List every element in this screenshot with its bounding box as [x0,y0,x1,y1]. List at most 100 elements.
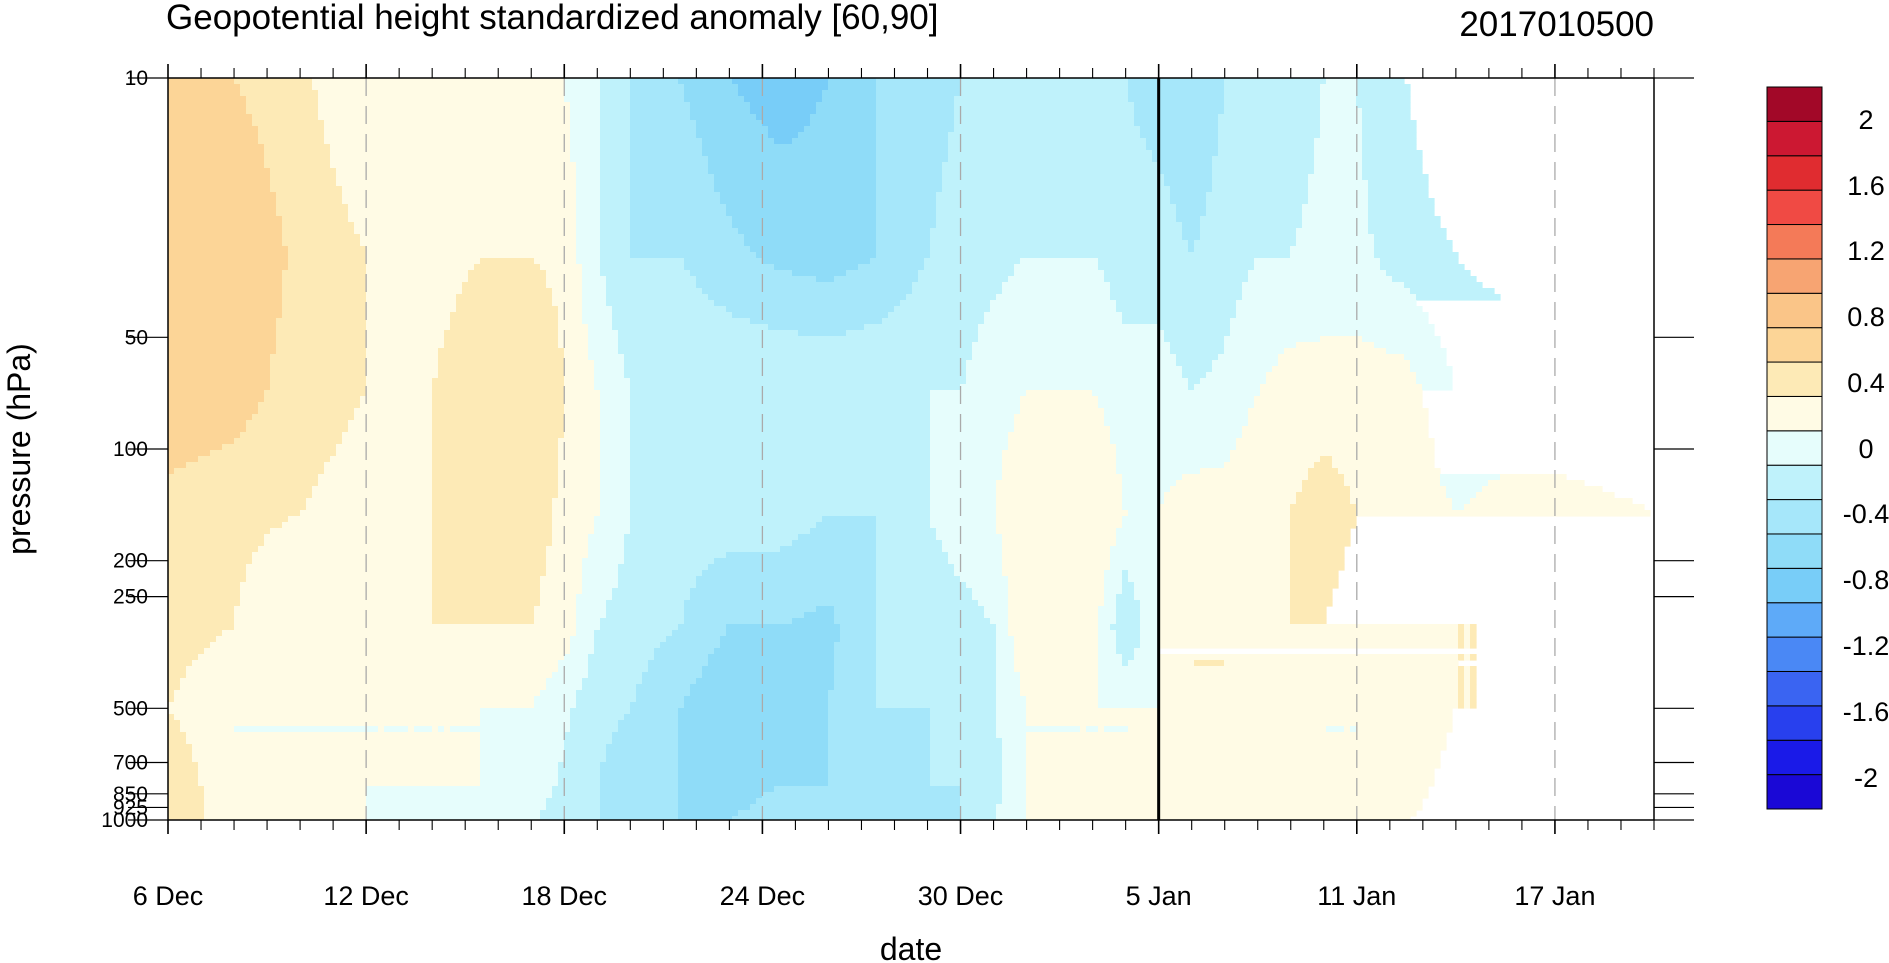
anomaly-cell [168,690,175,697]
anomaly-cell [1194,240,1297,247]
anomaly-cell [846,270,919,277]
anomaly-cell [1368,204,1435,211]
anomaly-cell [720,192,877,199]
anomaly-cell [282,312,367,319]
anomaly-cell [366,336,445,343]
anomaly-cell [234,78,313,85]
anomaly-cell [1458,630,1465,637]
anomaly-cell [1098,684,1159,691]
anomaly-cell [930,228,1183,235]
anomaly-cell [678,78,733,85]
anomaly-cell [600,792,679,799]
anomaly-cell [1458,666,1465,673]
anomaly-cell [876,174,943,181]
anomaly-cell [1122,654,1135,661]
anomaly-cell [174,468,325,475]
anomaly-cell [1362,132,1417,139]
chart-date-stamp: 2017010500 [1459,5,1654,44]
anomaly-cell [1458,624,1465,631]
anomaly-cell [1158,534,1291,541]
anomaly-cell [1236,444,1435,451]
anomaly-cell [1026,738,1447,745]
anomaly-cell [576,258,601,265]
anomaly-cell [168,576,247,583]
anomaly-cell [432,486,559,493]
anomaly-cell [468,270,547,277]
anomaly-cell [660,642,721,649]
anomaly-cell [732,816,961,820]
anomaly-cell [1002,540,1117,547]
anomaly-cell [1128,84,1225,91]
anomaly-cell [1026,708,1453,715]
anomaly-cell [1098,636,1117,643]
anomaly-cell [1290,540,1351,547]
anomaly-cell [1410,366,1453,373]
anomaly-cell [876,582,967,589]
anomaly-cell [282,522,433,529]
anomaly-cell [552,792,601,799]
y-tick-label: 50 [125,326,148,349]
anomaly-cell [1026,786,1429,793]
anomaly-cell [600,450,631,457]
anomaly-cell [1086,726,1099,733]
anomaly-cell [1158,636,1459,643]
anomaly-cell [834,684,877,691]
anomaly-cell [1350,492,1447,499]
anomaly-cell [954,126,1141,133]
anomaly-cell [624,372,967,379]
anomaly-cell [876,96,955,103]
anomaly-cell [678,768,829,775]
anomaly-cell [552,540,589,547]
anomaly-cell [996,720,1027,727]
anomaly-cell [414,726,433,733]
anomaly-cell [1314,162,1363,169]
anomaly-cell [1374,252,1459,259]
anomaly-cell [1260,390,1423,397]
anomaly-cell [1266,378,1417,385]
anomaly-cell [1368,216,1441,223]
anomaly-cell [1002,768,1027,775]
anomaly-cell [1134,588,1159,595]
anomaly-cell [342,186,577,193]
anomaly-cell [1176,354,1219,361]
anomaly-cell [594,360,625,367]
anomaly-cell [1098,666,1159,673]
anomaly-cell [432,492,559,499]
anomaly-cell [264,144,331,151]
anomaly-cell [1002,798,1027,805]
anomaly-cell [630,150,703,157]
anomaly-cell [996,690,1021,697]
date-gridlines [365,78,1556,820]
anomaly-cell [582,582,619,589]
anomaly-cell [930,498,997,505]
anomaly-cell [186,738,481,745]
anomaly-cell [954,570,1003,577]
anomaly-cell [678,798,757,805]
anomaly-cell [798,330,847,337]
anomaly-cell [432,402,565,409]
anomaly-cell [930,414,1015,421]
anomaly-cell [1470,678,1477,685]
anomaly-cell [168,228,283,235]
anomaly-cell [546,552,589,559]
anomaly-cell [630,408,931,415]
anomaly-cell [1200,234,1297,241]
anomaly-cell [1014,264,1099,271]
anomaly-cell [366,264,475,271]
anomaly-cell [876,228,931,235]
anomaly-cell [858,264,925,271]
anomaly-cell [330,162,577,169]
anomaly-cell [954,114,1135,121]
anomaly-cell [282,240,361,247]
anomaly-cell [234,606,433,613]
anomaly-cell [996,678,1021,685]
anomaly-cell [930,444,1009,451]
anomaly-cell [558,438,601,445]
anomaly-cell [810,114,877,121]
anomaly-cell [318,90,565,97]
anomaly-cell [1374,246,1453,253]
anomaly-cell [1104,270,1249,277]
anomaly-cell [696,678,835,685]
anomaly-cell [1110,546,1159,553]
anomaly-cell [1176,204,1207,211]
